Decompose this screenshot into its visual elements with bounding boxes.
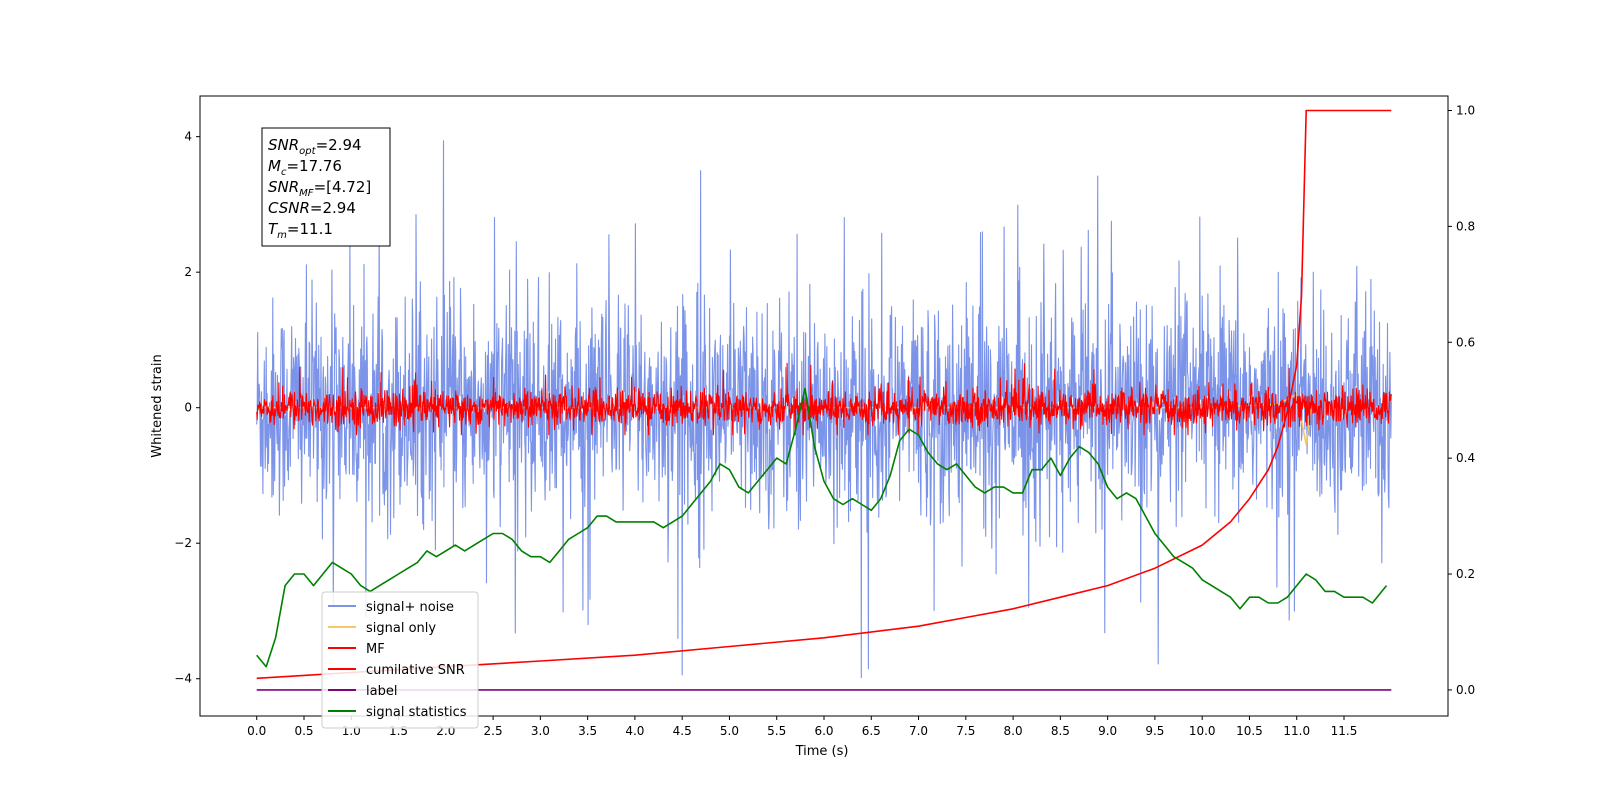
x-tick-label: 9.5 bbox=[1145, 724, 1164, 738]
y-tick-label-right: 0.6 bbox=[1456, 335, 1475, 349]
legend-label: signal only bbox=[366, 621, 436, 636]
y-tick-label-right: 0.8 bbox=[1456, 219, 1475, 233]
x-tick-label: 4.5 bbox=[673, 724, 692, 738]
y-tick-label-left: 2 bbox=[184, 265, 192, 279]
stats-annotation-line: Mc=17.76 bbox=[268, 157, 342, 178]
y-tick-label-left: −4 bbox=[174, 672, 192, 686]
y-tick-label-right: 1.0 bbox=[1456, 103, 1475, 117]
y-tick-label-right: 0.2 bbox=[1456, 567, 1475, 581]
y-tick-label-right: 0.4 bbox=[1456, 451, 1475, 465]
x-tick-label: 10.5 bbox=[1236, 724, 1263, 738]
series-line-mf bbox=[256, 362, 1392, 436]
legend-label: label bbox=[366, 684, 397, 699]
y-tick-label-right: 0.0 bbox=[1456, 683, 1475, 697]
x-tick-label: 8.0 bbox=[1004, 724, 1023, 738]
y-axis-left: 4 2 0 −2 −4 bbox=[174, 130, 200, 686]
series-line-cumilative-snr bbox=[256, 109, 1392, 680]
x-axis: 0.0 0.5 1.0 1.5 2.0 2.5 3.0 3.5 4.0 4.5 5.0 5.5 6.0 6… bbox=[247, 716, 1357, 738]
x-tick-label: 5.5 bbox=[767, 724, 786, 738]
x-tick-label: 8.5 bbox=[1051, 724, 1070, 738]
series-line-signal-statistics bbox=[256, 387, 1388, 668]
stats-annotation-box: SNRopt=2.94Mc=17.76SNRMF=[4.72]CSNR=2.94… bbox=[261, 127, 391, 247]
x-tick-label: 9.0 bbox=[1098, 724, 1117, 738]
y-tick-label-left: 0 bbox=[184, 401, 192, 415]
x-tick-label: 4.0 bbox=[625, 724, 644, 738]
x-tick-label: 3.5 bbox=[578, 724, 597, 738]
x-tick-label: 11.5 bbox=[1331, 724, 1358, 738]
x-axis-label: Time (s) bbox=[795, 744, 849, 759]
x-tick-label: 0.0 bbox=[247, 724, 266, 738]
stats-annotation-line: SNRopt=2.94 bbox=[268, 136, 362, 157]
x-tick-label: 7.5 bbox=[956, 724, 975, 738]
stats-annotation-line: SNRMF=[4.72] bbox=[268, 178, 371, 199]
legend-frame bbox=[321, 591, 479, 729]
x-tick-label: 6.5 bbox=[862, 724, 881, 738]
x-tick-label: 3.0 bbox=[531, 724, 550, 738]
legend: signal+ noise signal only MF cumilative SNR… bbox=[321, 591, 479, 729]
legend-label: signal statistics bbox=[366, 705, 467, 720]
x-tick-label: 10.0 bbox=[1189, 724, 1216, 738]
x-tick-label: 0.5 bbox=[294, 724, 313, 738]
series-line-signal-noise bbox=[256, 140, 1392, 679]
x-tick-label: 11.0 bbox=[1283, 724, 1310, 738]
x-tick-label: 7.0 bbox=[909, 724, 928, 738]
legend-label: signal+ noise bbox=[366, 600, 454, 615]
x-tick-label: 2.5 bbox=[484, 724, 503, 738]
y-axis-right: 1.0 0.8 0.6 0.4 0.2 0.0 bbox=[1448, 103, 1475, 697]
y-tick-label-left: 4 bbox=[184, 130, 192, 144]
stats-annotation-frame bbox=[261, 127, 391, 247]
x-tick-label: 6.0 bbox=[814, 724, 833, 738]
legend-label: cumilative SNR bbox=[366, 663, 465, 678]
y-tick-label-left: −2 bbox=[174, 536, 192, 550]
stats-annotation-line: CSNR=2.94 bbox=[268, 199, 356, 217]
x-tick-label: 5.0 bbox=[720, 724, 739, 738]
legend-label: MF bbox=[366, 642, 385, 657]
y-axis-label: Whitened strain bbox=[150, 354, 165, 457]
stats-annotation-line: Tm=11.1 bbox=[268, 220, 333, 241]
